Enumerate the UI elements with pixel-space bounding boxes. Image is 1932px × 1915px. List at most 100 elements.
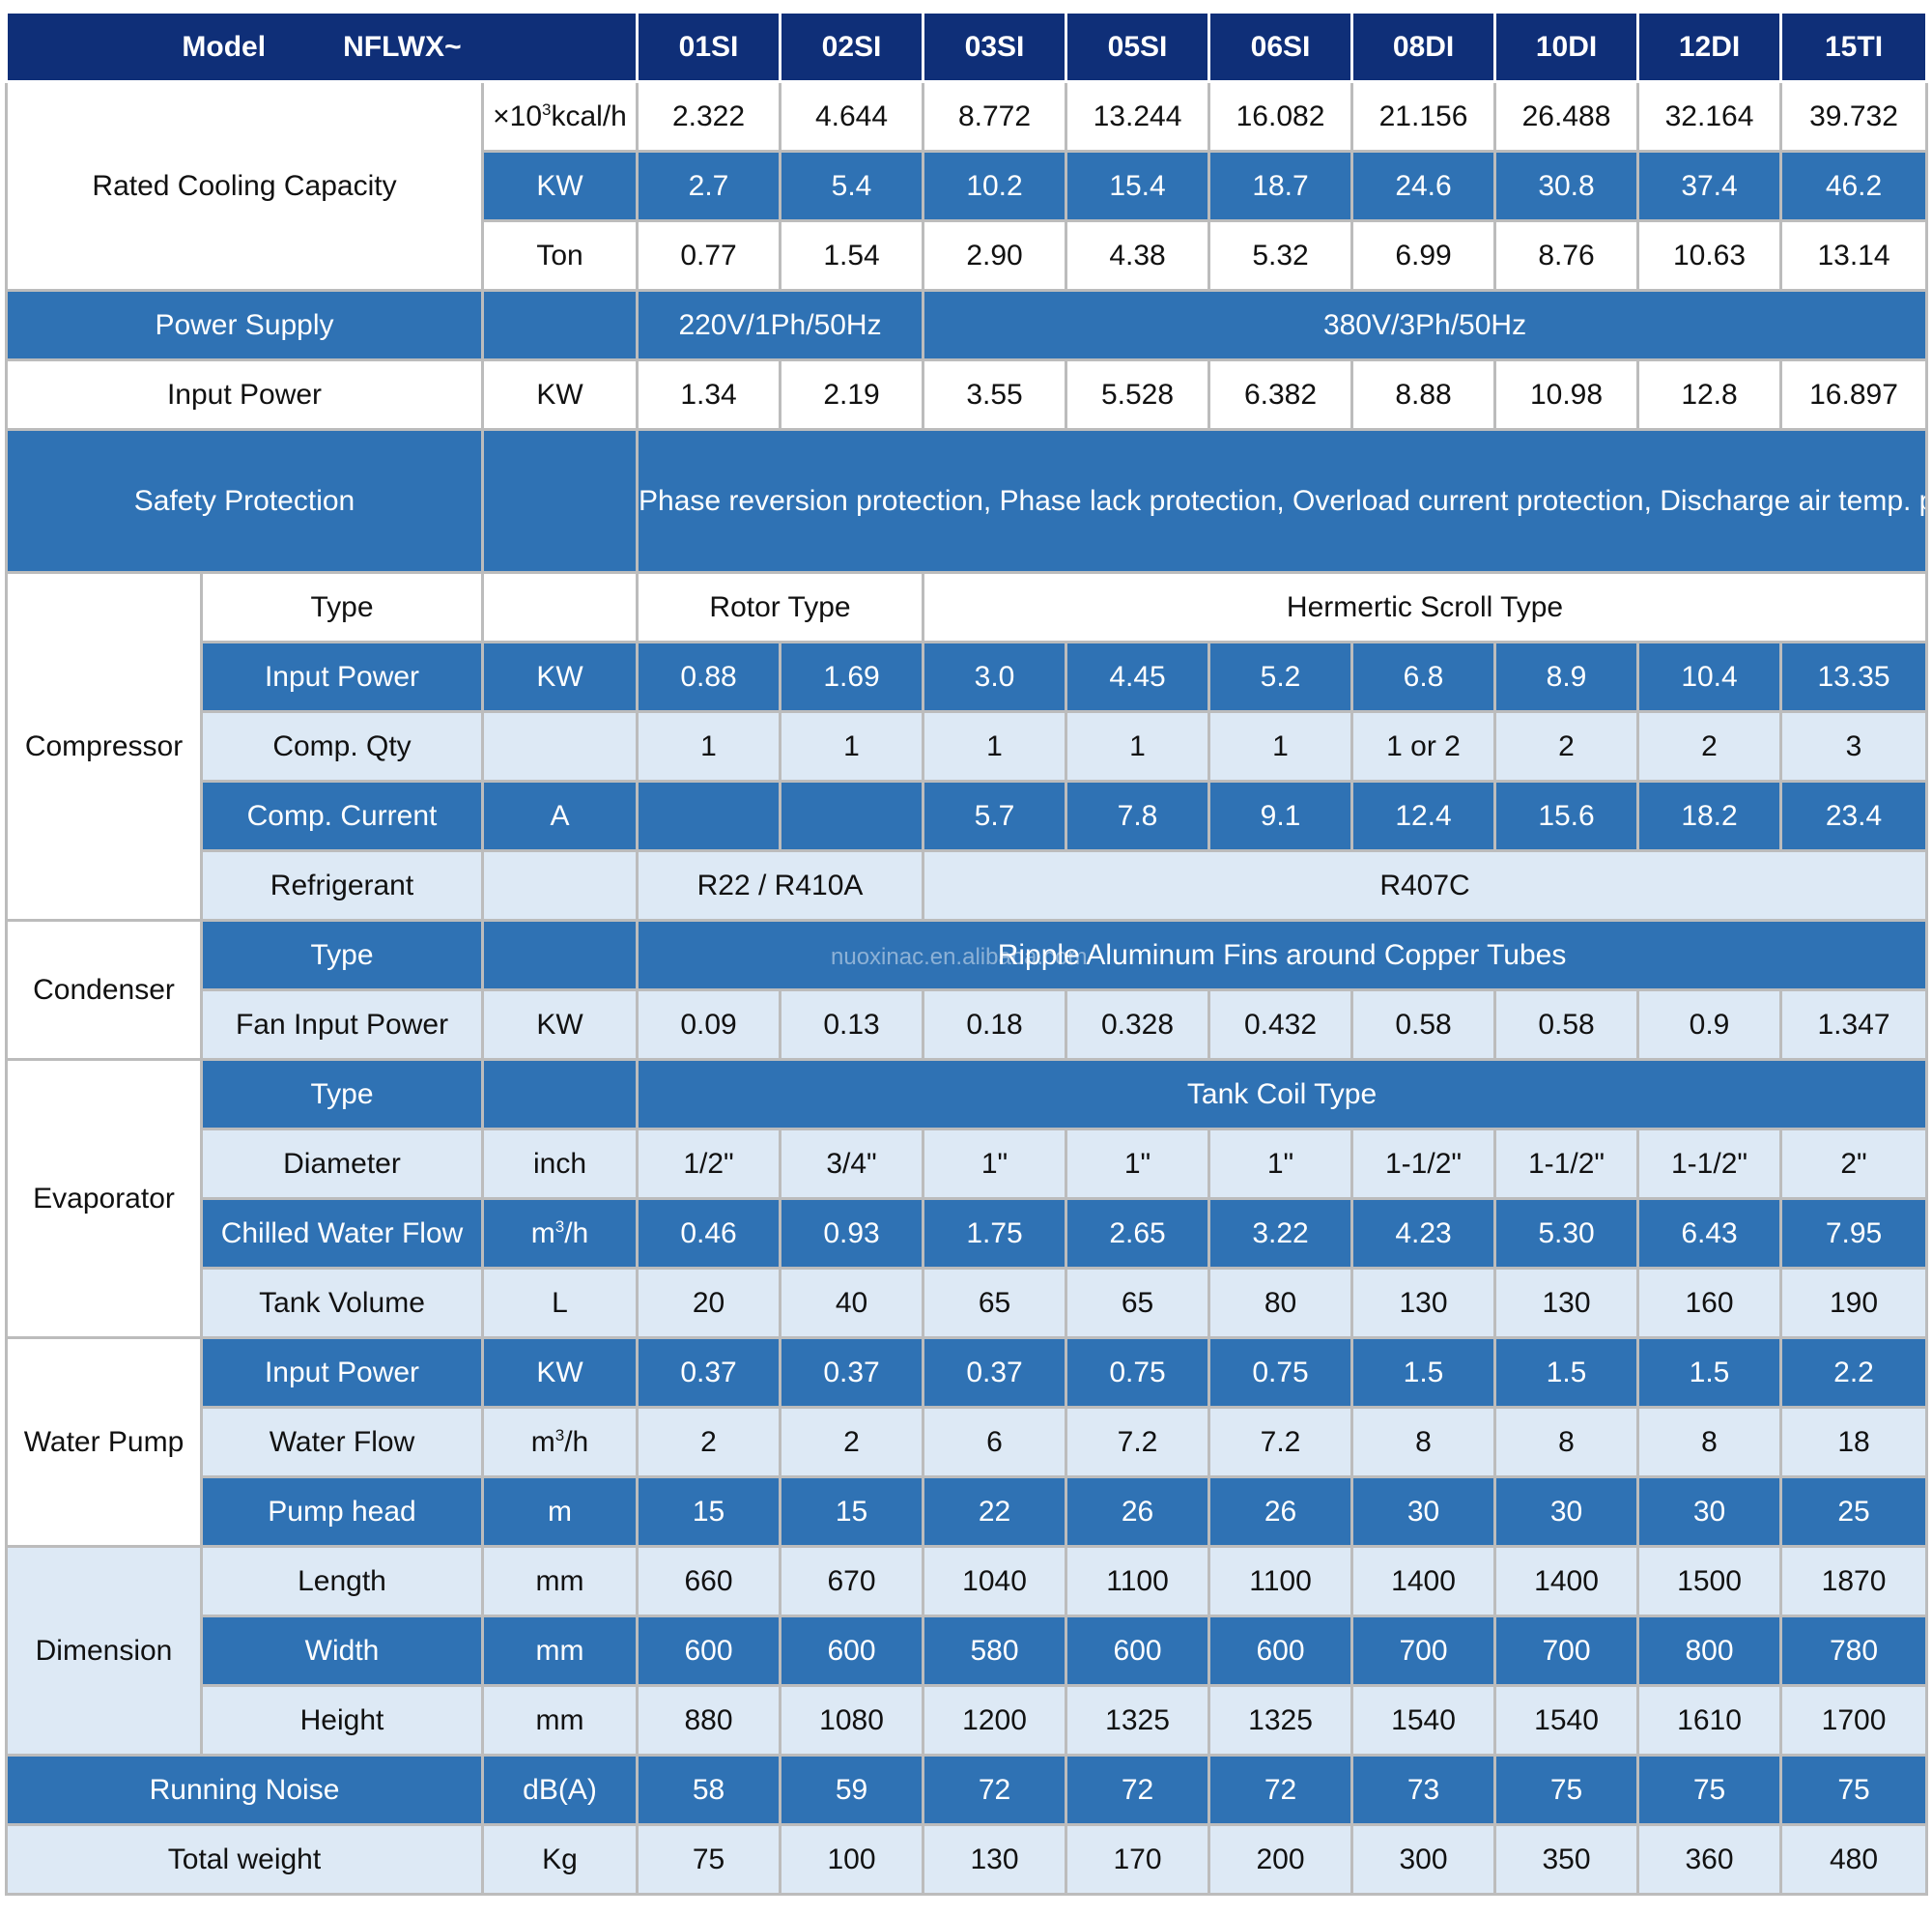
- value-cell: 660: [636, 1545, 782, 1617]
- refrigerant-row: Refrigerant R22 / R410A R407C: [7, 849, 1929, 922]
- unit-cell: [480, 710, 639, 783]
- model-06si: 06SI: [1208, 11, 1354, 83]
- evaporator-type-row: Evaporator Type Tank Coil Type: [5, 1058, 1929, 1339]
- value-cell: 1.5: [1350, 1336, 1497, 1409]
- value-cell: 1": [1208, 1128, 1354, 1200]
- safety-label: Safety Protection: [5, 428, 484, 574]
- unit-cell: m: [480, 1475, 639, 1548]
- value-cell: 12.4: [1350, 780, 1497, 852]
- value-cell: 100: [779, 1823, 925, 1896]
- unit-cell: KW: [480, 988, 639, 1061]
- value-cell: 1540: [1350, 1684, 1497, 1757]
- value-cell: 0.37: [922, 1336, 1068, 1409]
- value-cell: 1: [779, 710, 925, 783]
- pump-flow-row: Water Flow m3/h 2 2 6 7.2 7.2 8 8 8 18: [7, 1406, 1929, 1478]
- value-cell: 1: [636, 710, 782, 783]
- dimension-label: Dimension: [5, 1545, 203, 1757]
- model-header-cell: Model NFLWX~: [4, 11, 639, 83]
- value-cell: 8.76: [1493, 219, 1640, 292]
- value-cell: 480: [1779, 1823, 1929, 1896]
- value-cell: 1": [922, 1128, 1068, 1200]
- row-label: Comp. Current: [200, 780, 484, 852]
- value-cell: 350: [1493, 1823, 1640, 1896]
- value-cell: 700: [1350, 1615, 1497, 1687]
- unit-cell: m3/h: [480, 1406, 639, 1478]
- condenser-label: Condenser: [5, 919, 203, 1061]
- rated-cooling-label: Rated Cooling Capacity: [5, 80, 484, 292]
- compressor-qty-row: Comp. Qty 1 1 1 1 1 1 or 2 2 2 3: [7, 710, 1929, 783]
- unit-cell: dB(A): [480, 1754, 639, 1826]
- value-cell: 4.38: [1065, 219, 1211, 292]
- value-cell: 10.98: [1493, 358, 1640, 431]
- value-cell: 13.14: [1779, 219, 1929, 292]
- condenser-fan-row: Fan Input Power KW 0.09 0.13 0.18 0.328 …: [7, 988, 1929, 1061]
- value-cell: 1100: [1208, 1545, 1354, 1617]
- compressor-type-row: Compressor Type Rotor Type Hermertic Scr…: [5, 571, 1929, 922]
- unit-cell: KW: [480, 641, 639, 713]
- value-cell: 80: [1208, 1267, 1354, 1339]
- noise-label: Running Noise: [5, 1754, 484, 1826]
- unit-cell: [480, 571, 639, 643]
- model-02si: 02SI: [779, 11, 925, 83]
- value-cell: 72: [922, 1754, 1068, 1826]
- row-label: Type: [200, 1058, 484, 1130]
- value-cell: 1.69: [779, 641, 925, 713]
- value-cell: 75: [1636, 1754, 1783, 1826]
- dimension-length-row: Dimension Length mm 660 670 1040 1100 11…: [5, 1545, 1929, 1757]
- model-01si: 01SI: [636, 11, 782, 83]
- power-supply-single: 220V/1Ph/50Hz: [636, 289, 925, 361]
- value-cell: 18.7: [1208, 150, 1354, 222]
- value-cell: 2.7: [636, 150, 782, 222]
- value-cell: 2: [1493, 710, 1640, 783]
- value-cell: 26: [1208, 1475, 1354, 1548]
- unit-cell: KW: [480, 150, 639, 222]
- model-label: Model: [182, 30, 267, 63]
- value-cell: 8: [1636, 1406, 1783, 1478]
- compressor-type-small: Rotor Type: [636, 571, 925, 643]
- value-cell: 15.6: [1493, 780, 1640, 852]
- unit-cell: [480, 289, 639, 361]
- value-cell: 15: [779, 1475, 925, 1548]
- unit-cell: KW: [480, 358, 639, 431]
- value-cell: 1": [1065, 1128, 1211, 1200]
- row-label: Width: [200, 1615, 484, 1687]
- value-cell: 3.0: [922, 641, 1068, 713]
- value-cell: 30.8: [1493, 150, 1640, 222]
- value-cell: 0.18: [922, 988, 1068, 1061]
- safety-row: Safety Protection Phase reversion protec…: [5, 428, 1929, 574]
- value-cell: 73: [1350, 1754, 1497, 1826]
- weight-label: Total weight: [5, 1823, 484, 1896]
- value-cell: 7.2: [1065, 1406, 1211, 1478]
- value-cell: 2: [636, 1406, 782, 1478]
- value-cell: 1540: [1493, 1684, 1640, 1757]
- value-cell: 8.9: [1493, 641, 1640, 713]
- value-cell: 16.897: [1779, 358, 1929, 431]
- evaporator-diameter-row: Diameter inch 1/2" 3/4" 1" 1" 1" 1-1/2" …: [7, 1128, 1929, 1200]
- header-row: Model NFLWX~ 01SI 02SI 03SI 05SI 06SI 08…: [4, 11, 1929, 83]
- value-cell: 5.528: [1065, 358, 1211, 431]
- value-cell: 1040: [922, 1545, 1068, 1617]
- evaporator-flow-row: Chilled Water Flow m3/h 0.46 0.93 1.75 2…: [7, 1197, 1929, 1270]
- row-label: Fan Input Power: [200, 988, 484, 1061]
- value-cell: 7.95: [1779, 1197, 1929, 1270]
- power-supply-label: Power Supply: [5, 289, 484, 361]
- value-cell: 1200: [922, 1684, 1068, 1757]
- evaporator-tank-row: Tank Volume L 20 40 65 65 80 130 130 160…: [7, 1267, 1929, 1339]
- value-cell: 130: [1493, 1267, 1640, 1339]
- value-cell: 7.8: [1065, 780, 1211, 852]
- value-cell: 75: [1779, 1754, 1929, 1826]
- value-cell: 3.22: [1208, 1197, 1354, 1270]
- weight-row: Total weight Kg 75 100 130 170 200 300 3…: [5, 1823, 1929, 1896]
- value-cell: 0.37: [636, 1336, 782, 1409]
- value-cell: 0.58: [1493, 988, 1640, 1061]
- value-cell: 72: [1208, 1754, 1354, 1826]
- value-cell: 2": [1779, 1128, 1929, 1200]
- value-cell: 7.2: [1208, 1406, 1354, 1478]
- value-cell: 13.35: [1779, 641, 1929, 713]
- value-cell: 32.164: [1636, 80, 1783, 153]
- value-cell: 600: [779, 1615, 925, 1687]
- value-cell: 170: [1065, 1823, 1211, 1896]
- value-cell: 5.32: [1208, 219, 1354, 292]
- noise-row: Running Noise dB(A) 58 59 72 72 72 73 75…: [5, 1754, 1929, 1826]
- value-cell: 8: [1350, 1406, 1497, 1478]
